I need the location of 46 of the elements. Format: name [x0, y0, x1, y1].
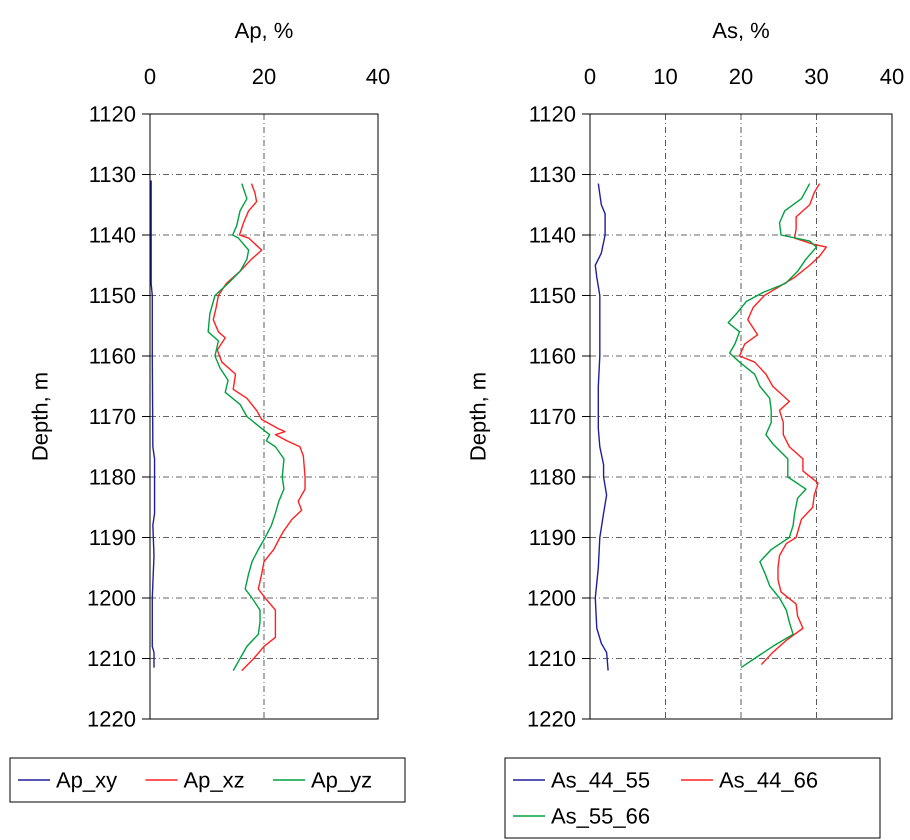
line-series: [150, 180, 156, 668]
y-tick-label: 1120: [88, 102, 136, 127]
y-tick-label: 1170: [528, 404, 576, 430]
y-tick-label: 1160: [88, 344, 136, 369]
y-tick-label: 1200: [527, 586, 576, 611]
y-tick-label: 1130: [528, 162, 576, 188]
x-axis-title: As, %: [712, 18, 770, 43]
x-tick-label: 40: [880, 64, 904, 89]
legend-label: As_44_66: [719, 768, 818, 793]
legend-label: Ap_xy: [56, 768, 118, 793]
x-tick-label: 0: [144, 64, 156, 89]
y-tick-label: 1180: [528, 464, 576, 490]
line-series: [212, 182, 306, 672]
legend-label: As_55_66: [551, 804, 650, 829]
x-tick-label: 10: [653, 64, 678, 89]
y-tick-label: 1120: [528, 102, 576, 127]
y-tick-label: 1170: [88, 404, 136, 430]
y-tick-label: 1160: [528, 344, 576, 369]
y-tick-label: 1140: [88, 222, 136, 248]
x-axis-title: Ap, %: [234, 18, 294, 43]
x-tick-label: 20: [728, 64, 754, 89]
y-tick-label: 1200: [87, 586, 136, 611]
y-tick-label: 1150: [88, 283, 136, 308]
y-tick-label: 1220: [527, 706, 576, 732]
y-tick-label: 1210: [87, 646, 136, 672]
y-tick-label: 1130: [88, 162, 136, 188]
x-tick-label: 0: [584, 64, 596, 89]
line-series: [594, 182, 609, 672]
y-tick-label: 1190: [88, 525, 136, 550]
legend-label: As_44_55: [551, 768, 650, 793]
y-tick-label: 1210: [527, 646, 576, 672]
legend-label: Ap_xz: [184, 768, 245, 793]
y-tick-label: 1190: [528, 525, 576, 550]
line-series: [738, 182, 828, 666]
y-tick-label: 1180: [88, 464, 136, 490]
x-tick-label: 20: [252, 64, 276, 89]
y-tick-label: 1140: [528, 222, 576, 248]
y-axis-title: Depth, m: [466, 372, 491, 462]
y-axis-title: Depth, m: [28, 372, 53, 462]
legend-label: Ap_yz: [311, 768, 372, 793]
x-tick-label: 30: [804, 64, 829, 89]
x-tick-label: 40: [366, 64, 390, 89]
line-series: [727, 182, 818, 668]
y-tick-label: 1220: [87, 706, 136, 732]
line-series: [207, 182, 285, 672]
y-tick-label: 1150: [528, 283, 576, 308]
